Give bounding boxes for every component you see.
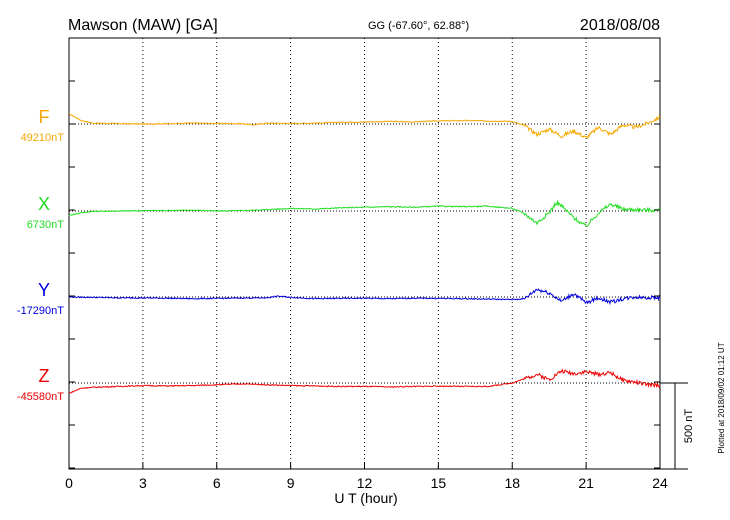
component-labels: F 49210nT X 6730nT Y -17290nT Z -45580nT [17, 107, 64, 403]
traces [68, 112, 661, 394]
component-label-z: Z [39, 366, 50, 386]
component-label-y: Y [38, 280, 50, 300]
trace-z [68, 368, 661, 394]
date-label: 2018/08/08 [580, 17, 660, 34]
component-label-f: F [39, 107, 50, 127]
x-tick-label: 24 [652, 475, 668, 491]
component-label-x: X [38, 194, 50, 214]
x-tick-label: 12 [357, 475, 373, 491]
baseline-value-z: -45580nT [17, 391, 64, 403]
x-tick-label: 15 [431, 475, 447, 491]
scale-bar-label: 500 nT [683, 409, 695, 444]
vertical-gridlines [142, 38, 587, 469]
trace-f [68, 112, 661, 140]
baseline-value-f: 49210nT [21, 132, 65, 144]
x-tick-label: 21 [578, 475, 594, 491]
coordinates-label: GG (-67.60°, 62.88°) [368, 20, 469, 32]
station-title: Mawson (MAW) [GA] [68, 17, 218, 34]
x-tick-labels: 0 3 6 9 12 15 18 21 24 [65, 80, 668, 491]
trace-x [68, 199, 661, 227]
x-tick-label: 18 [504, 475, 520, 491]
x-tick-label: 0 [65, 475, 73, 491]
x-tick-label: 6 [213, 475, 221, 491]
plotted-timestamp: Plotted at 2018/09/02 01:12 UT [717, 342, 726, 453]
x-tick-label: 3 [139, 475, 147, 491]
x-tick-label: 9 [287, 475, 295, 491]
scale-bar: 500 nT [660, 382, 695, 470]
x-axis-label: U T (hour) [334, 490, 397, 506]
baseline-value-y: -17290nT [17, 305, 64, 317]
baseline-value-x: 6730nT [27, 219, 65, 231]
trace-y [68, 288, 661, 306]
baselines [69, 123, 660, 384]
